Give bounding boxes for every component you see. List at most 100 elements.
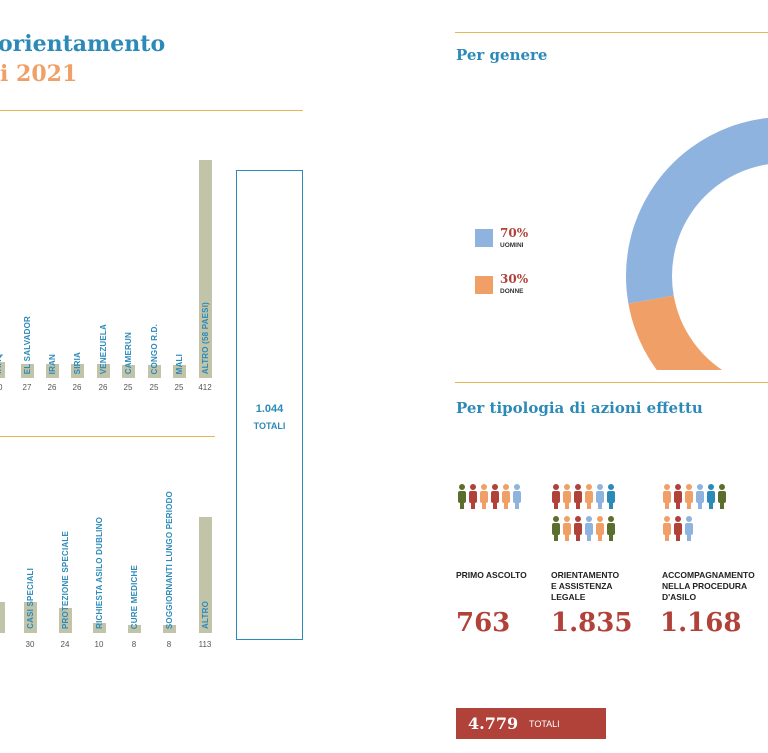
page-title-line2: i 2021: [0, 61, 78, 87]
country-bar-label: CONGO R.D.: [150, 324, 159, 375]
country-bar-label: CAMERUN: [124, 332, 133, 375]
country-bar-value: 412: [198, 383, 212, 392]
page-title-line1: orientamento: [0, 31, 166, 57]
person-icon: [480, 484, 488, 509]
country-bar: [0, 362, 5, 378]
gender-donut-chart: [626, 117, 768, 370]
divider-middle-left: [0, 436, 215, 437]
legend-swatch-donne: [475, 276, 493, 294]
person-icon: [707, 484, 715, 509]
type-bar: [59, 608, 72, 633]
type-bar-label: PROTEZIONE SPECIALE: [61, 531, 70, 630]
country-bar-value: 26: [47, 383, 57, 392]
type-bar: [0, 602, 5, 633]
country-bar-label: MALI: [175, 354, 184, 375]
person-icon: [563, 516, 571, 541]
country-bar: [122, 365, 135, 378]
person-icon: [585, 516, 593, 541]
country-bar-value: 25: [123, 383, 133, 392]
legend-swatch-uomini: [475, 229, 493, 247]
totals-badge: 4.779 TOTALI: [456, 708, 606, 739]
action-label-primo-ascolto: PRIMO ASCOLTO: [456, 570, 527, 580]
totals-badge-label: TOTALI: [529, 719, 560, 729]
totals-badge-value: 4.779: [468, 714, 519, 733]
type-bar: [24, 602, 37, 633]
type-bar-label: SOGGIORNANTI LUNGO PERIODO: [165, 491, 174, 630]
country-bar: [148, 365, 161, 378]
type-bar-value: 10: [94, 640, 104, 649]
action-label-orientamento: ORIENTAMENTO E ASSISTENZA LEGALE: [551, 570, 620, 602]
action-value-primo-ascolto: 763: [456, 608, 511, 638]
person-icon: [607, 516, 615, 541]
country-bar-label: EL SALVADOR: [23, 316, 32, 375]
people-icons: [458, 484, 726, 541]
action-value-orientamento: 1.835: [551, 608, 633, 638]
person-icon: [513, 484, 521, 509]
donut-slice-uomini: [626, 117, 768, 304]
legend-label-uomini: UOMINI: [500, 242, 524, 249]
action-value-accompagnamento: 1.168: [660, 608, 742, 638]
type-bar-value: 3: [0, 640, 13, 649]
country-bar-label: IRAN: [48, 354, 57, 375]
country-bar-label: IRAQ: [0, 353, 3, 374]
action-label-accompagnamento: ACCOMPAGNAMENTO NELLA PROCEDURA D'ASILO: [662, 570, 755, 602]
country-bar-value: 26: [98, 383, 108, 392]
person-icon: [696, 484, 704, 509]
country-bar: [173, 365, 186, 378]
divider-top-right: [455, 32, 768, 33]
type-bar-label: ALTRO: [201, 601, 210, 629]
person-icon: [469, 484, 477, 509]
person-icon: [585, 484, 593, 509]
actions-heading: Per tipologia di azioni effettu: [456, 399, 703, 417]
person-icon: [685, 484, 693, 509]
person-icon: [574, 484, 582, 509]
type-bar-label: CURE MEDICHE: [130, 565, 139, 630]
person-icon: [502, 484, 510, 509]
person-icon: [563, 484, 571, 509]
type-bar: [199, 517, 212, 633]
country-bar-label: ALTRO (58 PAESI): [201, 302, 210, 375]
country-bar-value: 26: [72, 383, 82, 392]
country-bar: [199, 160, 212, 378]
type-bar-value: 30: [25, 640, 35, 649]
person-icon: [552, 484, 560, 509]
person-icon: [674, 484, 682, 509]
person-icon: [596, 484, 604, 509]
type-bar-label: RICHIESTA ASILO DUBLINO: [95, 517, 104, 629]
type-bar-value: 113: [198, 640, 212, 649]
type-bar-value: 8: [166, 640, 172, 649]
country-bar-label: SIRIA: [73, 352, 82, 375]
gender-heading: Per genere: [456, 46, 548, 64]
person-icon: [458, 484, 466, 509]
person-icon: [663, 516, 671, 541]
divider-top-left: [0, 110, 303, 111]
person-icon: [491, 484, 499, 509]
legend-pct-uomini: 70%: [500, 226, 529, 240]
country-bar: [21, 364, 34, 378]
type-bar: [93, 623, 106, 633]
total-box-value: 1.044: [255, 403, 284, 415]
country-bar: [71, 364, 84, 378]
person-icon: [674, 516, 682, 541]
donut-slice-donne: [628, 295, 723, 370]
person-icon: [718, 484, 726, 509]
legend-pct-donne: 30%: [500, 272, 529, 286]
type-bar: [163, 625, 176, 633]
person-icon: [685, 516, 693, 541]
country-bar-value: 25: [174, 383, 184, 392]
person-icon: [596, 516, 604, 541]
person-icon: [607, 484, 615, 509]
type-bar: [128, 625, 141, 633]
person-icon: [574, 516, 582, 541]
person-icon: [663, 484, 671, 509]
country-bar-value: 25: [149, 383, 159, 392]
divider-middle-right: [455, 382, 768, 383]
country-bar-label: VENEZUELA: [99, 324, 108, 375]
total-box: 1.044 TOTALI: [236, 170, 303, 640]
country-bar-value: 27: [22, 383, 32, 392]
person-icon: [552, 516, 560, 541]
type-bar-value: 24: [60, 640, 70, 649]
type-bar-label: CASI SPECIALI: [26, 568, 35, 629]
country-bar: [46, 364, 59, 378]
type-bar-value: 8: [131, 640, 137, 649]
